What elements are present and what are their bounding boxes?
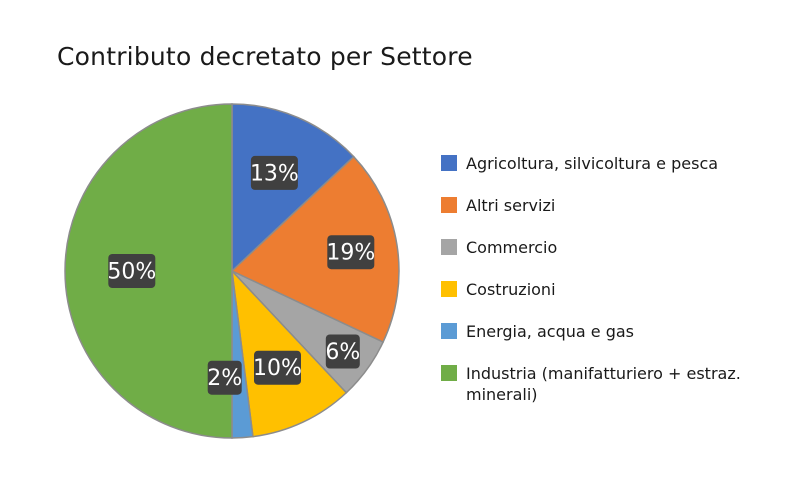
- legend-swatch: [441, 155, 457, 171]
- legend-item-altri-servizi: Altri servizi: [441, 195, 781, 216]
- data-label-text: 10%: [253, 356, 302, 381]
- data-label-background: [327, 235, 375, 270]
- legend-label: Energia, acqua e gas: [466, 322, 634, 341]
- legend: Agricoltura, silvicoltura e pesca Altri s…: [441, 153, 781, 405]
- data-label-text: 13%: [250, 161, 299, 186]
- legend-item-costruzioni: Costruzioni: [441, 279, 781, 300]
- legend-label: Costruzioni: [466, 280, 556, 299]
- legend-label: Commercio: [466, 238, 558, 257]
- legend-item-industria-manifatturiero-estraz-minerali: Industria (manifatturiero + estraz. mine…: [441, 363, 781, 405]
- legend-label: Industria (manifatturiero + estraz. mine…: [466, 364, 741, 404]
- legend-item-agricoltura-silvicoltura-e-pesca: Agricoltura, silvicoltura e pesca: [441, 153, 781, 174]
- legend-swatch: [441, 323, 457, 339]
- data-label-background: [250, 155, 298, 190]
- data-label-background: [207, 360, 242, 395]
- data-label-energia-acqua-e-gas: 2%: [207, 360, 242, 395]
- legend-item-energia-acqua-e-gas: Energia, acqua e gas: [441, 321, 781, 342]
- data-label-background: [254, 350, 301, 385]
- legend-label: Agricoltura, silvicoltura e pesca: [466, 154, 719, 173]
- data-label-background: [325, 334, 360, 369]
- legend-swatch: [441, 365, 457, 381]
- legend-swatch: [441, 239, 457, 255]
- data-label-text: 6%: [325, 340, 360, 365]
- legend-swatch: [441, 281, 457, 297]
- data-label-text: 19%: [326, 241, 375, 266]
- legend-item-commercio: Commercio: [441, 237, 781, 258]
- chart-title: Contributo decretato per Settore: [57, 42, 473, 71]
- pie-data-labels: 13% 19% 6% 10% 2% 50%: [107, 155, 375, 395]
- data-label-commercio: 6%: [325, 334, 360, 369]
- data-label-background: [108, 254, 156, 288]
- data-label-text: 50%: [107, 260, 156, 285]
- data-label-text: 2%: [207, 366, 242, 391]
- data-label-costruzioni: 10%: [253, 350, 302, 385]
- pie-slice-altri-servizi: [230, 155, 400, 344]
- data-label-agricoltura-silvicoltura-e-pesca: 13%: [250, 155, 299, 190]
- legend-label: Altri servizi: [466, 196, 556, 215]
- data-label-industria-manifatturiero-estraz-minerali: 50%: [107, 254, 156, 288]
- legend-swatch: [441, 197, 457, 213]
- data-label-altri-servizi: 19%: [326, 235, 375, 270]
